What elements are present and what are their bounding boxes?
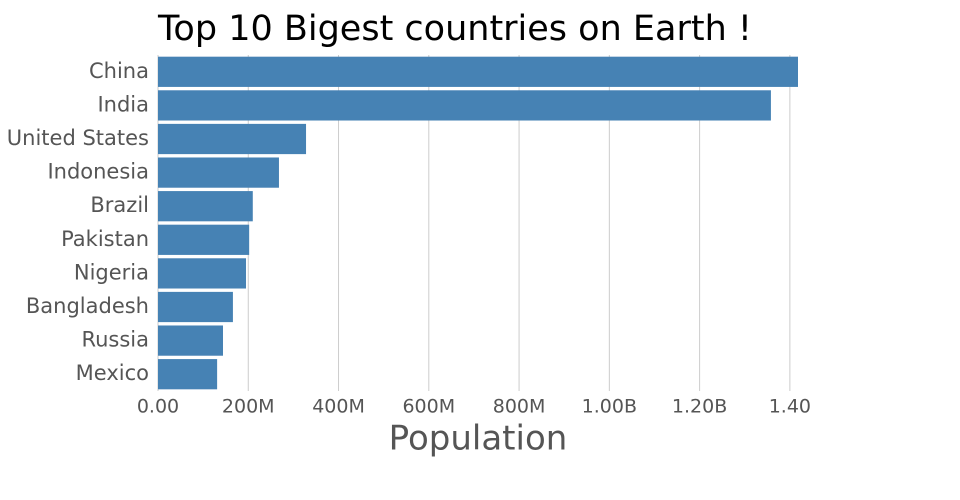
y-tick-label: Bangladesh [26, 294, 149, 318]
x-tick-label: 1.00B [582, 396, 637, 418]
x-axis-title: Population [389, 419, 568, 459]
x-tick-label: 400M [312, 396, 365, 418]
y-tick-label: Russia [81, 328, 149, 352]
x-tick-label: 1.20B [672, 396, 727, 418]
y-tick-label: Brazil [90, 193, 149, 217]
bar [158, 56, 798, 87]
chart-title: Top 10 Bigest countries on Earth ! [157, 9, 752, 49]
bar [158, 291, 233, 323]
y-tick-label: Nigeria [74, 260, 149, 284]
x-tick-label: 0.00 [137, 396, 179, 418]
y-tick-label: China [89, 59, 149, 83]
bar [158, 157, 279, 188]
y-tick-label: Indonesia [47, 160, 149, 184]
y-tick-label: Mexico [76, 361, 149, 385]
y-tick-label: India [97, 92, 149, 116]
x-tick-label: 200M [222, 396, 275, 418]
bar [158, 123, 307, 155]
x-tick-label: 1.40 [769, 396, 811, 418]
bar [158, 90, 771, 121]
y-tick-label: United States [7, 126, 149, 150]
x-tick-label: 600M [402, 396, 455, 418]
x-tick-label: 800M [493, 396, 546, 418]
bar [158, 258, 247, 289]
bar [158, 191, 253, 222]
bar [158, 359, 218, 390]
bar [158, 224, 250, 255]
y-tick-label: Pakistan [61, 227, 149, 251]
bar [158, 325, 223, 356]
